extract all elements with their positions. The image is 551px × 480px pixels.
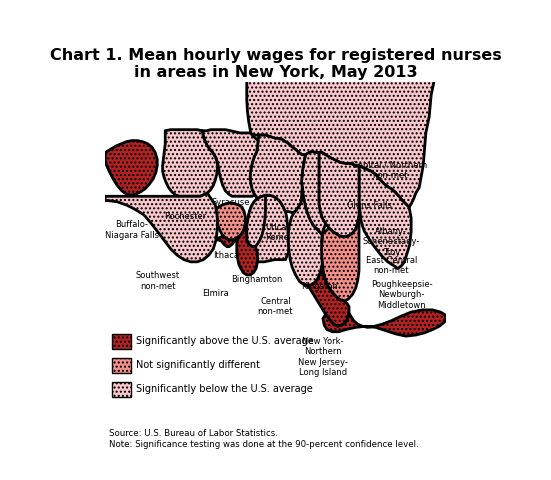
FancyBboxPatch shape bbox=[112, 358, 131, 373]
FancyBboxPatch shape bbox=[112, 382, 131, 397]
Text: Buffalo-
Niagara Falls: Buffalo- Niagara Falls bbox=[105, 220, 159, 240]
Text: Significantly above the U.S. average: Significantly above the U.S. average bbox=[136, 336, 314, 347]
Text: Binghamton: Binghamton bbox=[231, 276, 283, 285]
Polygon shape bbox=[319, 153, 359, 237]
Polygon shape bbox=[105, 193, 217, 262]
Polygon shape bbox=[105, 141, 157, 195]
Polygon shape bbox=[215, 224, 257, 275]
Polygon shape bbox=[250, 135, 306, 213]
Polygon shape bbox=[359, 166, 411, 268]
Text: Central
non-met: Central non-met bbox=[258, 297, 293, 316]
Text: Significantly below the U.S. average: Significantly below the U.S. average bbox=[136, 384, 312, 394]
Polygon shape bbox=[323, 310, 446, 336]
Text: East Central
non-met: East Central non-met bbox=[366, 256, 417, 276]
Text: Chart 1. Mean hourly wages for registered nurses
in areas in New York, May 2013: Chart 1. Mean hourly wages for registere… bbox=[50, 48, 501, 80]
Polygon shape bbox=[163, 130, 217, 196]
Text: Albany-
Schenectady-
Troy: Albany- Schenectady- Troy bbox=[363, 227, 420, 257]
Polygon shape bbox=[247, 195, 266, 247]
Polygon shape bbox=[304, 273, 349, 326]
Text: Rochester: Rochester bbox=[164, 212, 206, 221]
Text: Poughkeepsie-
Newburgh-
Middletown: Poughkeepsie- Newburgh- Middletown bbox=[371, 280, 433, 310]
Text: Elmira: Elmira bbox=[202, 289, 229, 298]
Polygon shape bbox=[247, 195, 289, 262]
Text: Southwest
non-met: Southwest non-met bbox=[136, 271, 180, 291]
Text: Kingston: Kingston bbox=[301, 282, 338, 290]
Text: New York-
Northern
New Jersey-
Long Island: New York- Northern New Jersey- Long Isla… bbox=[298, 337, 348, 377]
Text: Syracuse: Syracuse bbox=[212, 198, 251, 207]
Text: Capital / Northern
non-met: Capital / Northern non-met bbox=[352, 160, 427, 180]
Text: Ithaca: Ithaca bbox=[213, 251, 239, 260]
Polygon shape bbox=[288, 188, 322, 286]
Polygon shape bbox=[247, 0, 442, 207]
Text: Glens Falls: Glens Falls bbox=[347, 202, 392, 211]
Polygon shape bbox=[202, 130, 258, 196]
Text: Utica-
Rome: Utica- Rome bbox=[265, 223, 289, 242]
Text: Not significantly different: Not significantly different bbox=[136, 360, 260, 370]
Polygon shape bbox=[301, 152, 326, 233]
Polygon shape bbox=[215, 203, 245, 240]
Polygon shape bbox=[322, 216, 359, 301]
FancyBboxPatch shape bbox=[112, 334, 131, 349]
Text: Source: U.S. Bureau of Labor Statistics.
Note: Significance testing was done at : Source: U.S. Bureau of Labor Statistics.… bbox=[109, 429, 418, 449]
